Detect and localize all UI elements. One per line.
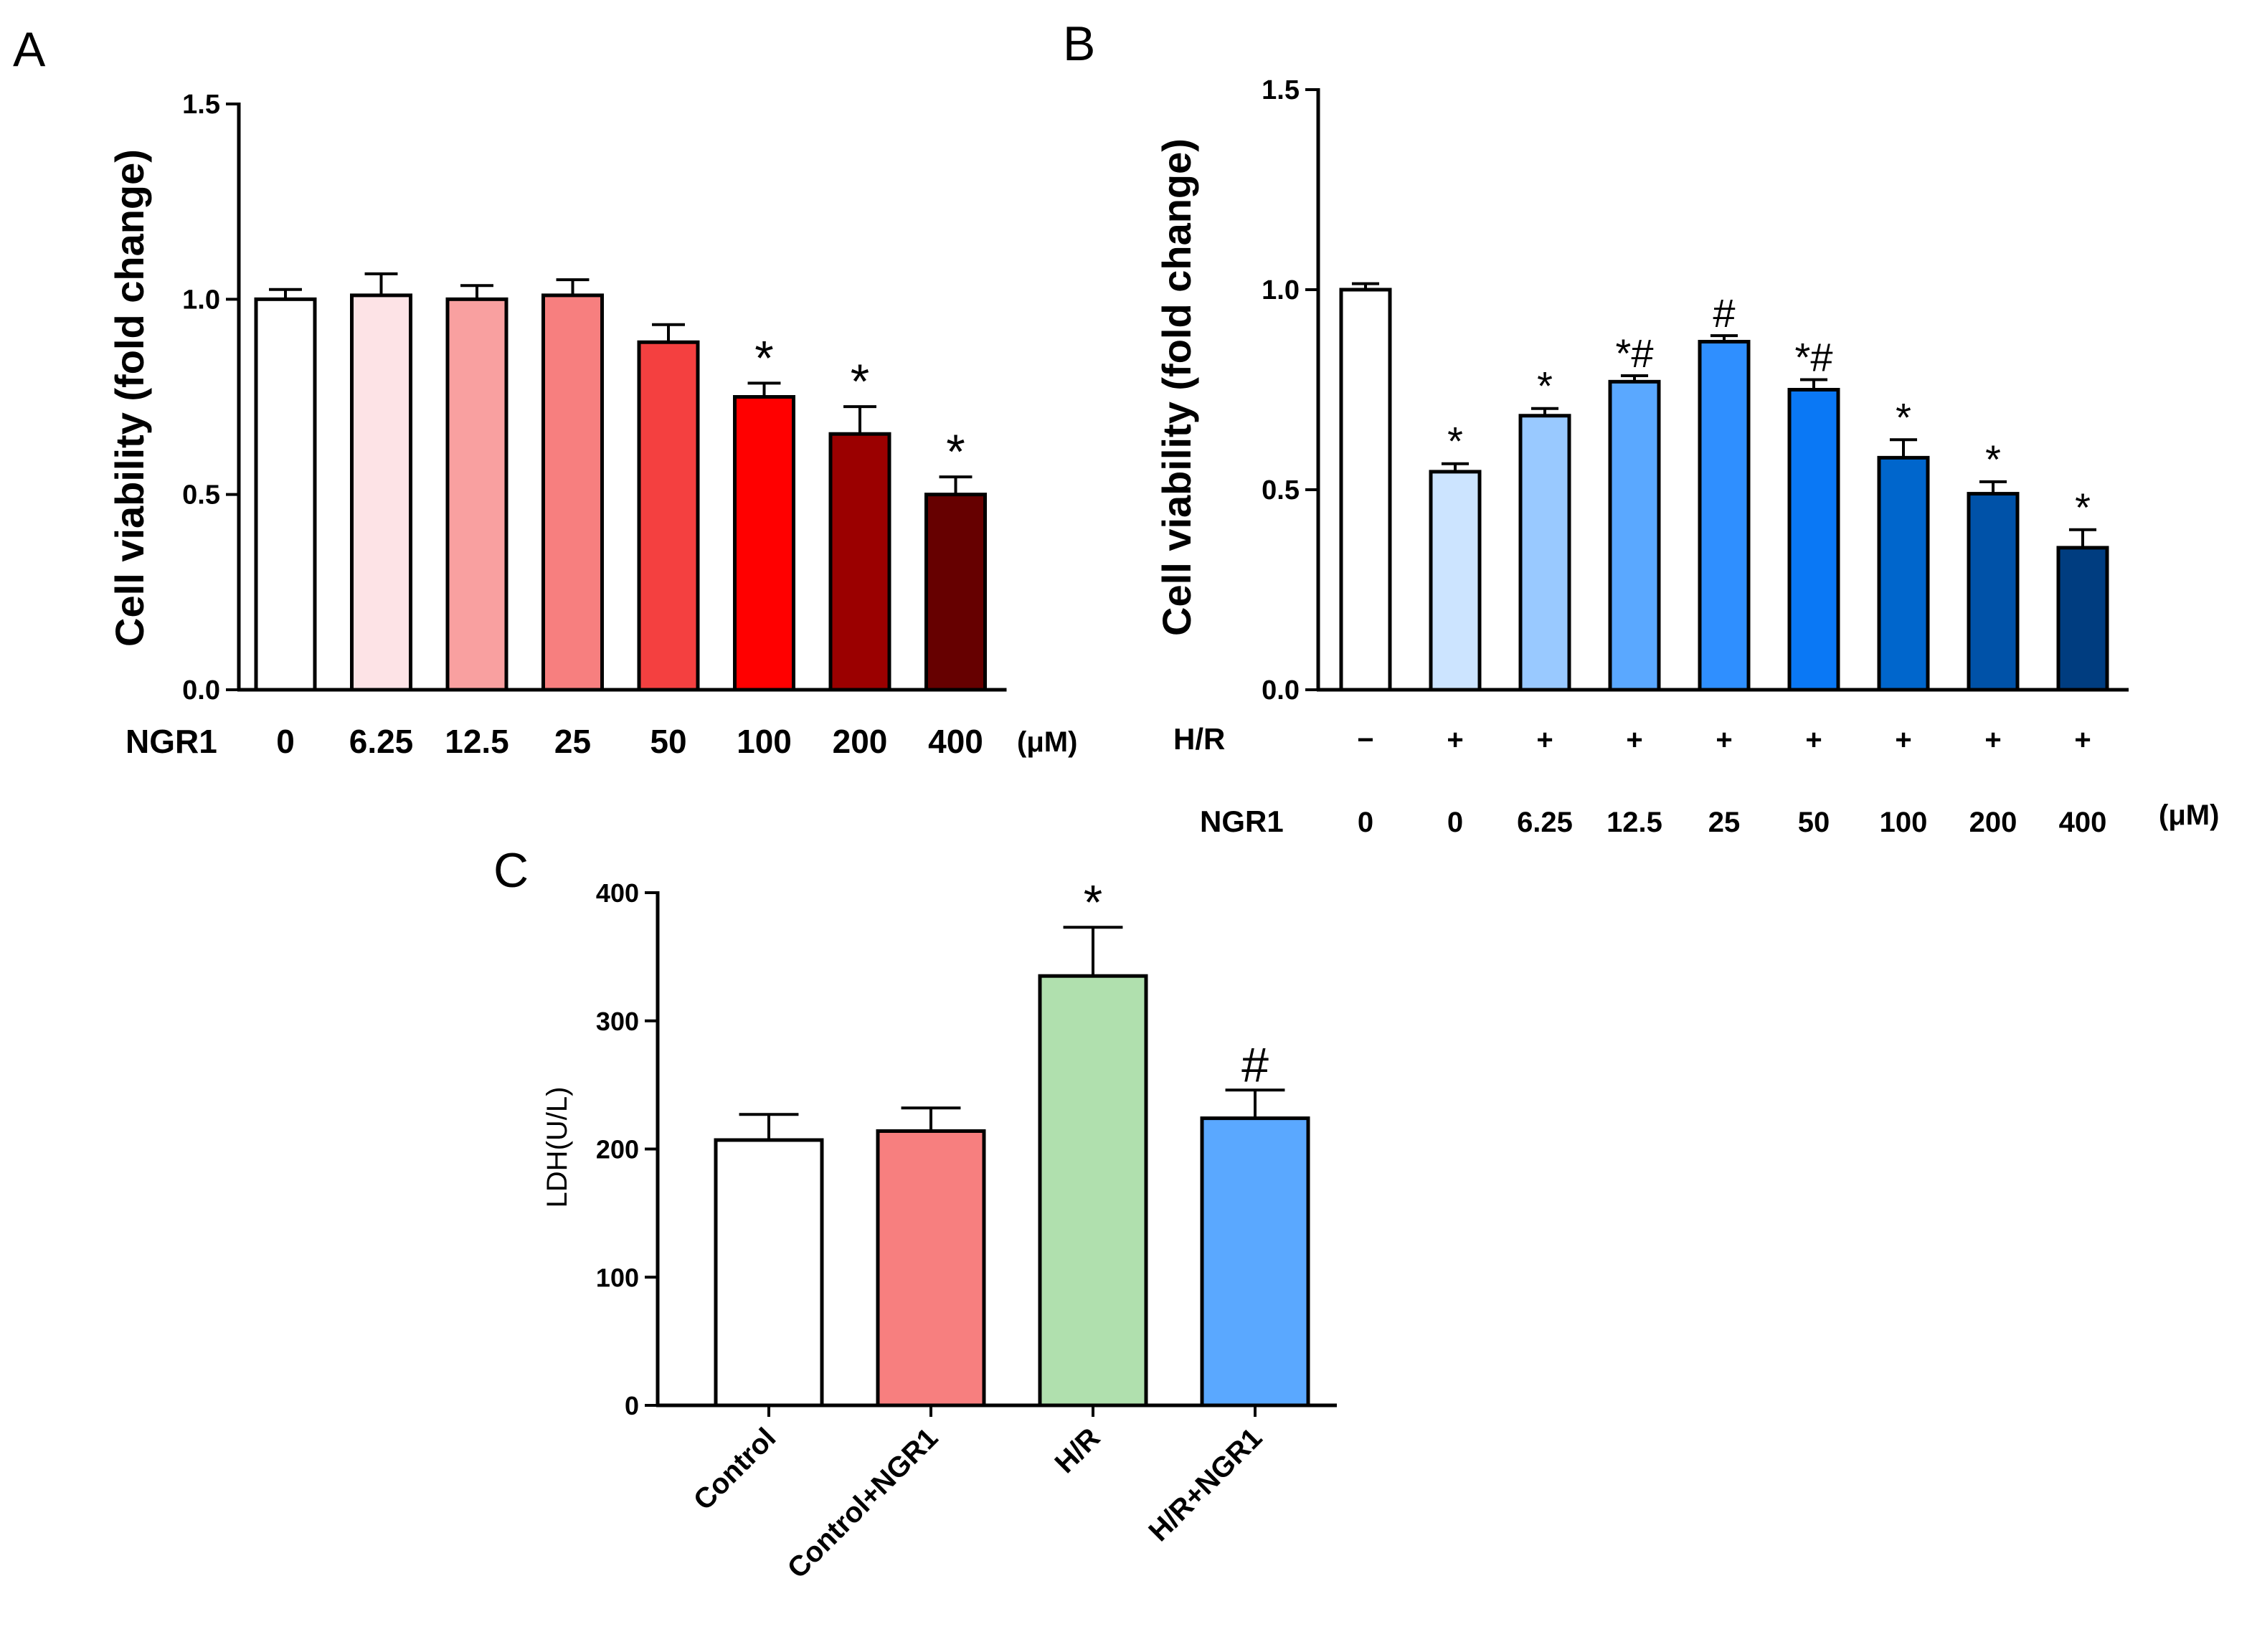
panel-b-significance-5: *# — [1795, 335, 1833, 380]
panel-b-unit-label: (μM) — [2159, 799, 2219, 831]
panel-b-bar-3 — [1608, 379, 1661, 692]
panel-a-bar-5 — [733, 395, 795, 692]
panel-c-bar-1 — [876, 1129, 986, 1407]
panel-b-hr-mark-6: + — [1895, 724, 1911, 756]
panel-c-bar-2 — [1038, 974, 1148, 1407]
panel-c-category-label-3: H/R+NGR1 — [1142, 1422, 1268, 1547]
panel-b-significance-7: * — [1985, 437, 2001, 482]
panel-a-category-label-3: 25 — [554, 723, 591, 760]
panel-b-y-tick-label-0: 0.0 — [1262, 675, 1300, 706]
panel-b-hr-mark-5: + — [1805, 724, 1822, 756]
panel-a-significance-5: * — [754, 331, 773, 385]
panel-b-hr-mark-0: − — [1357, 724, 1373, 756]
panel-b-y-axis-title: Cell viability (fold change) — [1154, 138, 1199, 636]
panel-b-axes: 0 − 0 +6.25 +12.5 +25 +50 +100 +200 +400 +0.0 0.5 1.… — [1262, 75, 2129, 838]
panel-a-bar-7 — [924, 493, 987, 692]
panel-c-y-tick-label-3: 300 — [596, 1007, 639, 1036]
panel-b-significance-4: # — [1713, 290, 1735, 336]
panel-b-category-label-4: 25 — [1708, 807, 1741, 838]
panel-c-y-tick-label-2: 200 — [596, 1135, 639, 1164]
panel-c-bar-0 — [714, 1138, 824, 1407]
panel-b-y-tick-label-3: 1.5 — [1262, 75, 1300, 105]
panel-b-category-label-2: 6.25 — [1517, 807, 1573, 838]
panel-c-bars: *# — [714, 875, 1310, 1407]
panel-a-bar-1 — [350, 293, 412, 692]
panel-a-category-label-7: 400 — [928, 723, 983, 760]
panel-b-category-label-8: 400 — [2059, 807, 2107, 838]
panel-c: C *# Control Control+NGR1 H/R H/R+NGR101002… — [493, 843, 1337, 1585]
panel-a: A * * * 0 6.25 12.5 25 50 100 200 400 0.0 0.5 1.0 1.5… — [13, 22, 1077, 760]
panel-c-category-label-2: H/R — [1049, 1422, 1107, 1479]
panel-b-y-tick-label-2: 1.0 — [1262, 275, 1300, 305]
panel-c-y-tick-label-0: 0 — [625, 1391, 639, 1420]
panel-a-bar-6 — [828, 432, 891, 692]
panel-b-significance-6: * — [1896, 394, 1911, 440]
panel-b-bar-2 — [1518, 414, 1571, 692]
panel-b-hr-mark-2: + — [1536, 724, 1553, 756]
panel-a-bar-4 — [637, 340, 700, 692]
panel-c-category-label-1: Control+NGR1 — [782, 1422, 945, 1585]
panel-c-y-axis-title: LDH(U/L) — [541, 1087, 573, 1208]
panel-a-significance-6: * — [851, 354, 869, 409]
panel-a-unit-label: (μM) — [1017, 726, 1077, 758]
panel-b-category-label-6: 100 — [1880, 807, 1928, 838]
panel-b-bars: * * *# # *# * * * — [1339, 282, 2109, 692]
panel-a-significance-7: * — [946, 424, 965, 479]
panel-b-significance-2: * — [1537, 364, 1553, 409]
panel-b-bar-5 — [1787, 388, 1840, 692]
panel-a-category-label-6: 200 — [833, 723, 888, 760]
panel-a-y-tick-label-0: 0.0 — [182, 675, 220, 706]
panel-b-hr-mark-4: + — [1716, 724, 1732, 756]
panel-b-row-label-ngr1: NGR1 — [1200, 804, 1284, 838]
panel-a-category-label-0: 0 — [276, 723, 295, 760]
panel-b-hr-mark-7: + — [1984, 724, 2001, 756]
panel-a-axes: 0 6.25 12.5 25 50 100 200 400 0.0 0.5 1.0 1.5 — [182, 90, 1007, 760]
panel-a-y-axis-title: Cell viability (fold change) — [107, 149, 152, 647]
panel-b-significance-1: * — [1447, 419, 1463, 464]
panel-a-category-label-1: 6.25 — [349, 723, 414, 760]
panel-a-y-tick-label-2: 1.0 — [182, 285, 220, 315]
panel-b-row-label-hr: H/R — [1173, 722, 1225, 756]
panel-a-bars: * * * — [254, 272, 987, 692]
panel-b-significance-8: * — [2075, 485, 2091, 530]
panel-c-significance-3: # — [1241, 1038, 1269, 1092]
panel-c-y-tick-label-1: 100 — [596, 1263, 639, 1292]
panel-b-y-tick-label-1: 0.5 — [1262, 475, 1300, 505]
panel-a-y-tick-label-3: 1.5 — [182, 90, 220, 120]
panel-c-significance-2: * — [1084, 875, 1102, 929]
panel-b-bar-8 — [2056, 546, 2109, 692]
panel-b-significance-3: *# — [1616, 331, 1654, 376]
panel-b-category-label-0: 0 — [1358, 807, 1373, 838]
panel-b: B * * *# # *# * * * 0 − 0 +6.25 +12.5 +25 +50 +100 +200… — [1063, 16, 2219, 838]
panel-c-y-tick-label-4: 400 — [596, 878, 639, 908]
panel-a-category-label-2: 12.5 — [445, 723, 509, 760]
panel-letter-c: C — [493, 843, 529, 898]
panel-a-bar-2 — [445, 297, 508, 692]
panel-b-bar-4 — [1698, 340, 1751, 692]
panel-b-category-label-1: 0 — [1447, 807, 1463, 838]
panel-a-bar-0 — [254, 297, 317, 692]
panel-b-hr-mark-3: + — [1626, 724, 1642, 756]
panel-b-category-label-3: 12.5 — [1607, 807, 1662, 838]
panel-a-category-label-5: 100 — [737, 723, 792, 760]
panel-a-y-tick-label-1: 0.5 — [182, 480, 220, 511]
panel-a-bar-3 — [541, 293, 604, 692]
panel-b-bar-6 — [1877, 455, 1930, 692]
panel-letter-a: A — [13, 22, 46, 77]
panel-a-row-label-ngr1: NGR1 — [126, 723, 217, 760]
panel-a-category-label-4: 50 — [650, 723, 686, 760]
panel-b-bar-0 — [1339, 288, 1392, 692]
panel-b-bar-1 — [1429, 470, 1482, 692]
panel-b-category-label-7: 200 — [1969, 807, 2017, 838]
panel-letter-b: B — [1063, 16, 1095, 71]
panel-b-bar-7 — [1967, 492, 2020, 692]
panel-b-hr-mark-1: + — [1447, 724, 1463, 756]
panel-b-hr-mark-8: + — [2074, 724, 2091, 756]
panel-c-category-label-0: Control — [688, 1422, 782, 1516]
panel-b-category-label-5: 50 — [1798, 807, 1830, 838]
panel-c-bar-3 — [1200, 1116, 1310, 1407]
